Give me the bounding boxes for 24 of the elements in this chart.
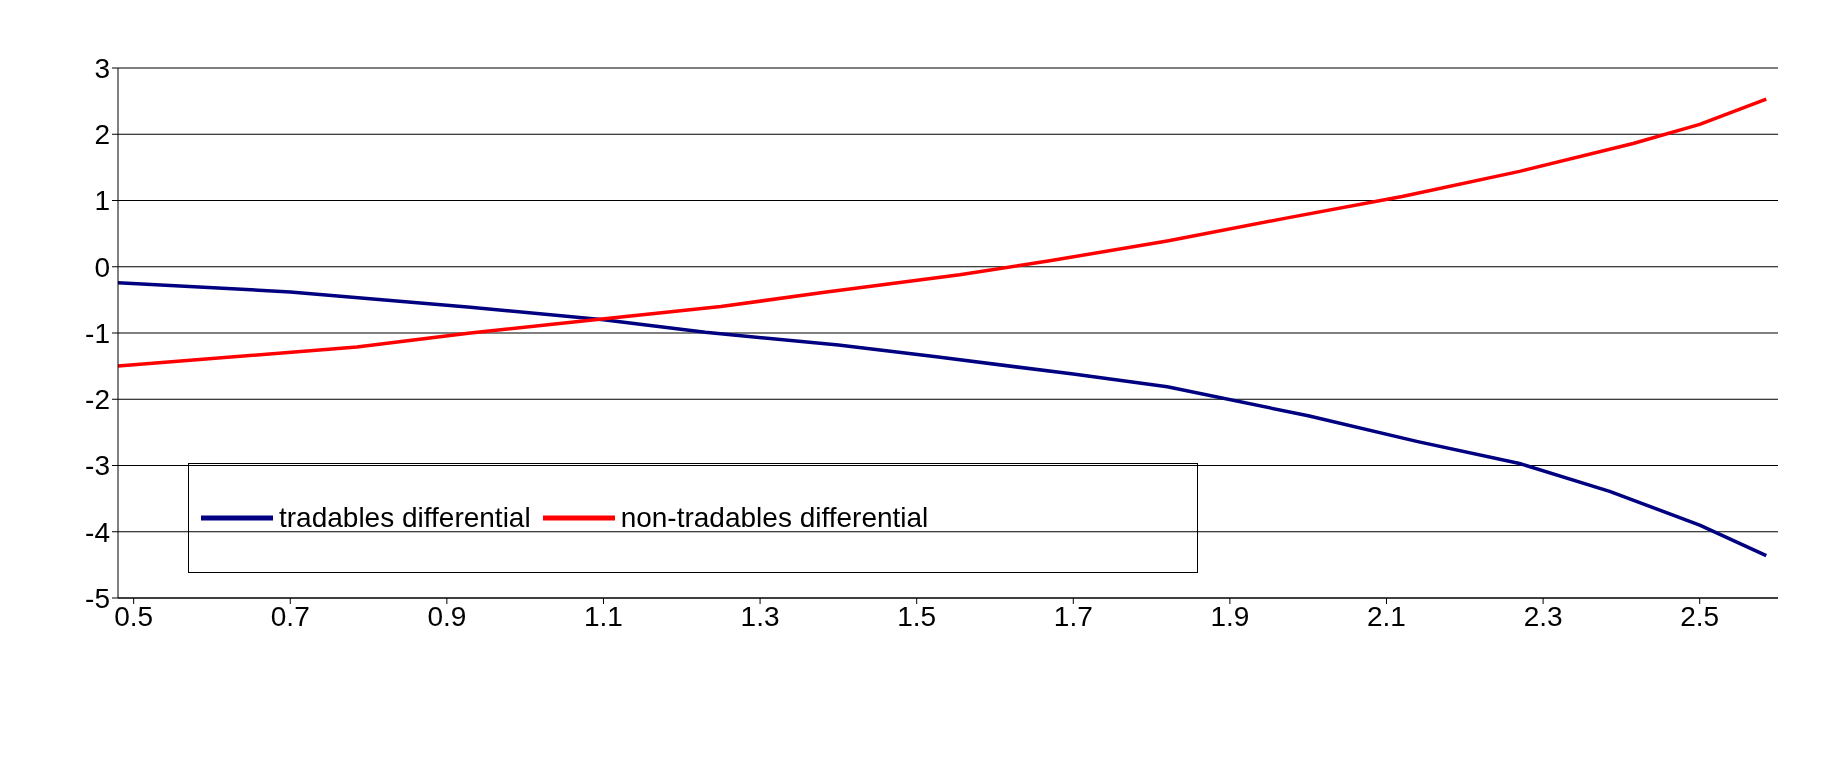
y-tick-label: -5 (85, 582, 110, 614)
x-tick-label: 2.1 (1367, 600, 1406, 632)
legend-label: tradables differential (279, 502, 531, 534)
x-tick-label: 1.7 (1053, 600, 1093, 632)
legend-label: non-tradables differential (620, 502, 929, 534)
x-tick-label: 2.5 (1680, 600, 1720, 632)
y-tick-label: -3 (85, 450, 110, 482)
y-tick-label: -1 (85, 317, 110, 349)
y-tick-label: 2 (94, 119, 110, 151)
y-tick-label: 1 (94, 185, 110, 217)
x-tick-label: 0.9 (427, 600, 467, 632)
x-tick-label: 2.3 (1523, 600, 1563, 632)
x-tick-label: 1.5 (897, 600, 937, 632)
x-tick-label: 1.1 (584, 600, 623, 632)
y-tick-label: -2 (85, 384, 110, 416)
x-tick-label: 1.9 (1210, 600, 1250, 632)
x-tick-label: 0.7 (270, 600, 310, 632)
x-tick-label: 1.3 (740, 600, 780, 632)
x-tick-label: 0.5 (114, 600, 154, 632)
line-series (118, 97, 1769, 368)
y-tick-label: 0 (94, 251, 110, 283)
y-tick-label: -4 (85, 516, 110, 548)
line-series (118, 280, 1769, 558)
y-tick-label: 3 (94, 52, 110, 84)
